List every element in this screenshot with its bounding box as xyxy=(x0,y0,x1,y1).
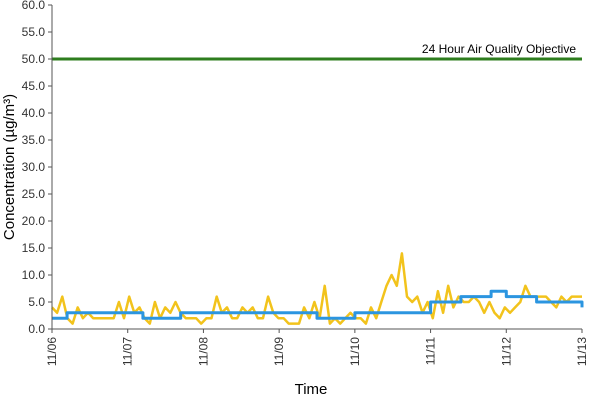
y-tick-label: 50.0 xyxy=(22,52,46,66)
y-tick-label: 45.0 xyxy=(22,79,46,93)
y-tick-label: 5.0 xyxy=(28,295,45,309)
series-line-rolling xyxy=(52,289,584,320)
x-tick-label: 11/07 xyxy=(121,337,135,366)
y-tick-label: 55.0 xyxy=(22,25,46,39)
y-axis-title: Concentration (µg/m³) xyxy=(1,94,18,240)
y-tick-label: 15.0 xyxy=(22,241,46,255)
x-tick-label: 11/06 xyxy=(45,337,59,366)
x-axis-ticks: 11/06 11/07 11/08 11/09 11/10 11/11 11/12 11/13 xyxy=(45,329,589,366)
y-tick-label: 20.0 xyxy=(22,214,46,228)
y-tick-label: 10.0 xyxy=(22,268,46,282)
y-tick-label: 30.0 xyxy=(22,160,46,174)
x-tick-label: 11/08 xyxy=(196,337,210,366)
series-group xyxy=(51,252,584,325)
y-tick-label: 40.0 xyxy=(22,106,46,120)
x-tick-label: 11/13 xyxy=(575,337,589,366)
series-line-hourly xyxy=(51,252,582,325)
y-axis-ticks: 0.0 5.0 10.0 15.0 20.0 25.0 30.0 35.0 40.0 45.0 50… xyxy=(22,0,52,336)
y-tick-label: 0.0 xyxy=(28,322,45,336)
x-tick-label: 11/11 xyxy=(424,337,438,366)
objective-label: 24 Hour Air Quality Objective xyxy=(422,42,576,56)
y-tick-label: 60.0 xyxy=(22,0,46,12)
y-tick-label: 35.0 xyxy=(22,133,46,147)
x-tick-label: 11/09 xyxy=(272,337,286,366)
y-tick-label: 25.0 xyxy=(22,187,46,201)
x-tick-label: 11/10 xyxy=(348,337,362,366)
x-tick-label: 11/12 xyxy=(499,337,513,366)
x-axis-title: Time xyxy=(295,381,328,398)
